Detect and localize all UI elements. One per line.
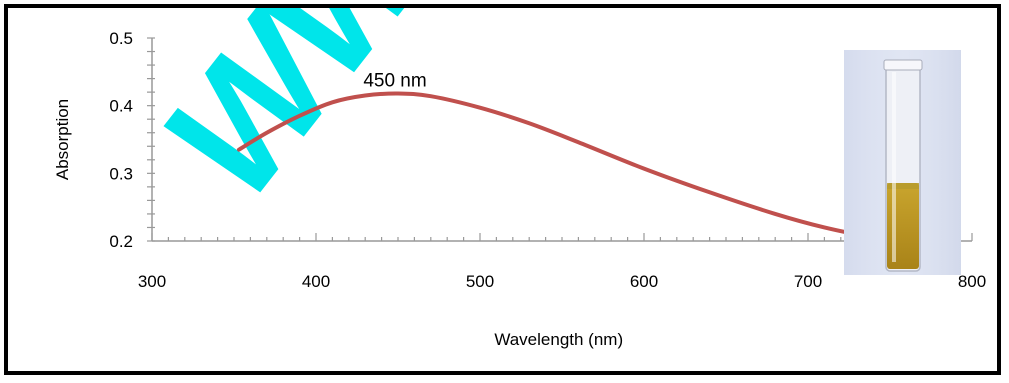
cuvette-photo xyxy=(844,50,961,275)
x-axis-ticks: 300 400 500 600 700 800 xyxy=(138,233,986,291)
y-axis-ticks: 0.2 0.3 0.4 0.5 xyxy=(109,29,155,251)
peak-annotation: 450 nm xyxy=(363,70,426,91)
y-tick-label: 0.4 xyxy=(109,97,133,116)
x-tick-label: 700 xyxy=(794,272,822,291)
chart-frame: WWW 300 400 500 600 700 800 0.2 0.3 0.4 0.5 450 … xyxy=(4,4,1001,375)
absorption-curve xyxy=(236,91,901,243)
x-tick-label: 500 xyxy=(466,272,494,291)
x-tick-label: 600 xyxy=(630,272,658,291)
y-tick-label: 0.5 xyxy=(109,29,133,48)
x-tick-label: 800 xyxy=(958,272,986,291)
absorption-chart: WWW 300 400 500 600 700 800 0.2 0.3 0.4 0.5 450 … xyxy=(53,8,986,349)
y-tick-label: 0.3 xyxy=(109,164,133,183)
y-axis-title: Absorption xyxy=(53,99,72,180)
x-axis-title: Wavelength (nm) xyxy=(494,330,623,349)
watermark-text: WWW xyxy=(127,8,571,231)
watermark: WWW xyxy=(127,8,571,231)
x-tick-label: 400 xyxy=(302,272,330,291)
y-tick-label: 0.2 xyxy=(109,232,133,251)
x-tick-label: 300 xyxy=(138,272,166,291)
axes: 300 400 500 600 700 800 0.2 0.3 0.4 0.5 xyxy=(109,29,986,291)
